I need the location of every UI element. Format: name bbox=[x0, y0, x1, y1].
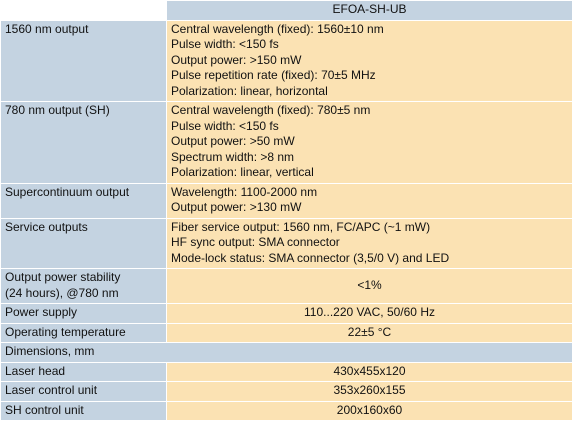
dimension-value: 353x260x155 bbox=[167, 382, 572, 402]
table-row: 780 nm output (SH) Central wavelength (f… bbox=[1, 102, 572, 184]
spec-line: Mode-lock status: SMA connector (3,5/0 V… bbox=[171, 251, 568, 267]
row-label: Power supply bbox=[1, 304, 167, 324]
row-value: Wavelength: 1100-2000 nm Output power: >… bbox=[167, 183, 572, 218]
table-row: 1560 nm output Central wavelength (fixed… bbox=[1, 20, 572, 102]
table-row: Supercontinuum output Wavelength: 1100-2… bbox=[1, 183, 572, 218]
section-row: Dimensions, mm bbox=[1, 343, 572, 363]
row-label: 1560 nm output bbox=[1, 20, 167, 102]
power-supply-value: 110...220 VAC, 50/60 Hz bbox=[167, 304, 572, 324]
dimension-value: 430x455x120 bbox=[167, 362, 572, 382]
row-label-line: Output power stability bbox=[5, 270, 162, 286]
row-label-line: (24 hours), @780 nm bbox=[5, 286, 162, 302]
spec-line: Pulse width: <150 fs bbox=[171, 37, 568, 53]
table-row: SH control unit 200x160x60 bbox=[1, 401, 572, 421]
spec-line: HF sync output: SMA connector bbox=[171, 235, 568, 251]
spec-line: Pulse width: <150 fs bbox=[171, 119, 568, 135]
spec-line: Central wavelength (fixed): 1560±10 nm bbox=[171, 22, 568, 38]
spec-line: Pulse repetition rate (fixed): 70±5 MHz bbox=[171, 68, 568, 84]
row-label: Operating temperature bbox=[1, 323, 167, 343]
row-value: Central wavelength (fixed): 780±5 nm Pul… bbox=[167, 102, 572, 184]
spec-line: Wavelength: 1100-2000 nm bbox=[171, 185, 568, 201]
table-row: Output power stability (24 hours), @780 … bbox=[1, 269, 572, 304]
model-header: EFOA-SH-UB bbox=[167, 1, 572, 21]
table-row: Laser head 430x455x120 bbox=[1, 362, 572, 382]
spec-line: Output power: >50 mW bbox=[171, 134, 568, 150]
operating-temperature-value: 22±5 °C bbox=[167, 323, 572, 343]
dimensions-section-label: Dimensions, mm bbox=[1, 343, 572, 363]
row-value: Central wavelength (fixed): 1560±10 nm P… bbox=[167, 20, 572, 102]
spec-line: Fiber service output: 1560 nm, FC/APC (~… bbox=[171, 220, 568, 236]
row-label: Output power stability (24 hours), @780 … bbox=[1, 269, 167, 304]
row-label: Service outputs bbox=[1, 218, 167, 269]
row-label: Laser control unit bbox=[1, 382, 167, 402]
row-value: Fiber service output: 1560 nm, FC/APC (~… bbox=[167, 218, 572, 269]
spec-line: Output power: >130 mW bbox=[171, 200, 568, 216]
spec-line: Polarization: linear, horizontal bbox=[171, 84, 568, 100]
stability-value: <1% bbox=[167, 269, 572, 304]
header-row: EFOA-SH-UB bbox=[1, 1, 572, 21]
spec-line: Central wavelength (fixed): 780±5 nm bbox=[171, 103, 568, 119]
dimension-value: 200x160x60 bbox=[167, 401, 572, 421]
row-label: Laser head bbox=[1, 362, 167, 382]
spec-line: Polarization: linear, vertical bbox=[171, 165, 568, 181]
spec-line: Output power: >150 mW bbox=[171, 53, 568, 69]
table-row: Operating temperature 22±5 °C bbox=[1, 323, 572, 343]
table-row: Service outputs Fiber service output: 15… bbox=[1, 218, 572, 269]
header-empty-cell bbox=[1, 1, 167, 21]
spec-line: Spectrum width: >8 nm bbox=[171, 150, 568, 166]
row-label: SH control unit bbox=[1, 401, 167, 421]
row-label: 780 nm output (SH) bbox=[1, 102, 167, 184]
row-label: Supercontinuum output bbox=[1, 183, 167, 218]
table-row: Power supply 110...220 VAC, 50/60 Hz bbox=[1, 304, 572, 324]
table-row: Laser control unit 353x260x155 bbox=[1, 382, 572, 402]
